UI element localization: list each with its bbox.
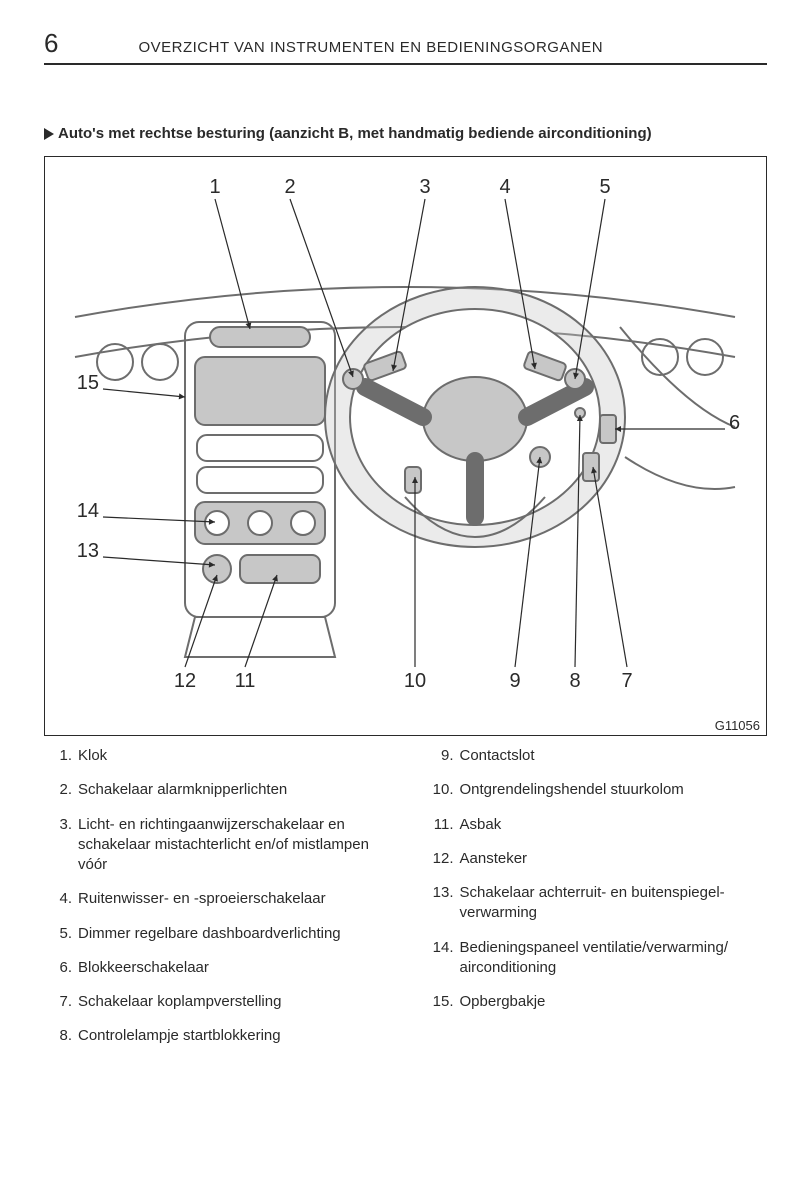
- legend-text: Opbergbakje: [460, 992, 768, 1012]
- legend-item: 10. Ontgrendelingshendel stuurkolom: [426, 780, 768, 800]
- legend-number: 9.: [426, 746, 454, 766]
- legend-text: Controlelampje startblokkering: [78, 1026, 386, 1046]
- svg-text:15: 15: [77, 372, 99, 394]
- section-subheading: Auto's met rechtse besturing (aanzicht B…: [44, 125, 767, 142]
- legend-item: 6. Blokkeerschakelaar: [44, 958, 386, 978]
- svg-text:13: 13: [77, 540, 99, 562]
- legend-text: Schakelaar koplampverstelling: [78, 992, 386, 1012]
- legend-text: Aansteker: [460, 849, 768, 869]
- legend-text: Licht- en richtingaanwijzerschakelaar en…: [78, 815, 386, 876]
- svg-text:8: 8: [569, 670, 580, 692]
- legend-text: Asbak: [460, 815, 768, 835]
- legend: 1. Klok 2. Schakelaar alarmknipperlichten 3.…: [44, 746, 767, 1061]
- legend-number: 13.: [426, 883, 454, 924]
- legend-item: 4. Ruitenwisser- en -sproeierschakelaar: [44, 889, 386, 909]
- legend-number: 6.: [44, 958, 72, 978]
- legend-number: 1.: [44, 746, 72, 766]
- legend-number: 4.: [44, 889, 72, 909]
- dashboard-figure: 123456789101112131415 G11056: [44, 156, 767, 736]
- svg-text:14: 14: [77, 500, 99, 522]
- svg-text:2: 2: [284, 176, 295, 198]
- legend-item: 15. Opbergbakje: [426, 992, 768, 1012]
- legend-number: 10.: [426, 780, 454, 800]
- legend-text: Ruitenwisser- en -sproeierschakelaar: [78, 889, 386, 909]
- legend-item: 3.Licht- en richtingaanwijzerschakelaar …: [44, 815, 386, 876]
- svg-text:1: 1: [209, 176, 220, 198]
- dashboard-diagram: 123456789101112131415: [45, 157, 763, 733]
- subheading-text: Auto's met rechtse besturing (aanzicht B…: [58, 125, 652, 142]
- legend-number: 12.: [426, 849, 454, 869]
- legend-number: 14.: [426, 938, 454, 979]
- legend-text: Schakelaar alarmknipperlichten: [78, 780, 386, 800]
- legend-item: 7. Schakelaar koplampverstelling: [44, 992, 386, 1012]
- page-header: 6 OVERZICHT VAN INSTRUMENTEN EN BEDIENIN…: [44, 28, 767, 65]
- legend-number: 5.: [44, 924, 72, 944]
- svg-text:6: 6: [729, 412, 740, 434]
- legend-item: 5. Dimmer regelbare dashboardverlichting: [44, 924, 386, 944]
- legend-number: 3.: [44, 815, 72, 876]
- legend-item: 8. Controlelampje startblokkering: [44, 1026, 386, 1046]
- legend-item: 1. Klok: [44, 746, 386, 766]
- legend-number: 2.: [44, 780, 72, 800]
- legend-item: 12. Aansteker: [426, 849, 768, 869]
- legend-text: Contactslot: [460, 746, 768, 766]
- legend-text: Dimmer regelbare dashboardverlichting: [78, 924, 386, 944]
- legend-column-right: 9. Contactslot 10. Ontgrendelingshendel stu…: [426, 746, 768, 1061]
- svg-text:10: 10: [404, 670, 426, 692]
- svg-text:5: 5: [599, 176, 610, 198]
- legend-text: Ontgrendelingshendel stuurkolom: [460, 780, 768, 800]
- manual-page: 6 OVERZICHT VAN INSTRUMENTEN EN BEDIENIN…: [0, 0, 811, 1191]
- svg-text:9: 9: [509, 670, 520, 692]
- legend-number: 7.: [44, 992, 72, 1012]
- svg-text:12: 12: [174, 670, 196, 692]
- page-number: 6: [44, 28, 58, 59]
- legend-column-left: 1. Klok 2. Schakelaar alarmknipperlichten 3.…: [44, 746, 386, 1061]
- legend-text: Schakelaar achterruit- en buitenspiegel-…: [460, 883, 768, 924]
- legend-text: Bedieningspaneel ventilatie/verwarming/ …: [460, 938, 768, 979]
- legend-number: 15.: [426, 992, 454, 1012]
- svg-text:3: 3: [419, 176, 430, 198]
- svg-text:7: 7: [621, 670, 632, 692]
- legend-item: 11. Asbak: [426, 815, 768, 835]
- legend-item: 9. Contactslot: [426, 746, 768, 766]
- svg-text:4: 4: [499, 176, 510, 198]
- legend-item: 14.Bedieningspaneel ventilatie/verwarmin…: [426, 938, 768, 979]
- legend-text: Blokkeerschakelaar: [78, 958, 386, 978]
- svg-text:11: 11: [235, 670, 256, 692]
- legend-text: Klok: [78, 746, 386, 766]
- header-title: OVERZICHT VAN INSTRUMENTEN EN BEDIENINGS…: [138, 39, 603, 56]
- legend-item: 2. Schakelaar alarmknipperlichten: [44, 780, 386, 800]
- legend-item: 13.Schakelaar achterruit- en buitenspieg…: [426, 883, 768, 924]
- legend-number: 11.: [426, 815, 454, 835]
- figure-code: G11056: [715, 718, 760, 733]
- legend-number: 8.: [44, 1026, 72, 1046]
